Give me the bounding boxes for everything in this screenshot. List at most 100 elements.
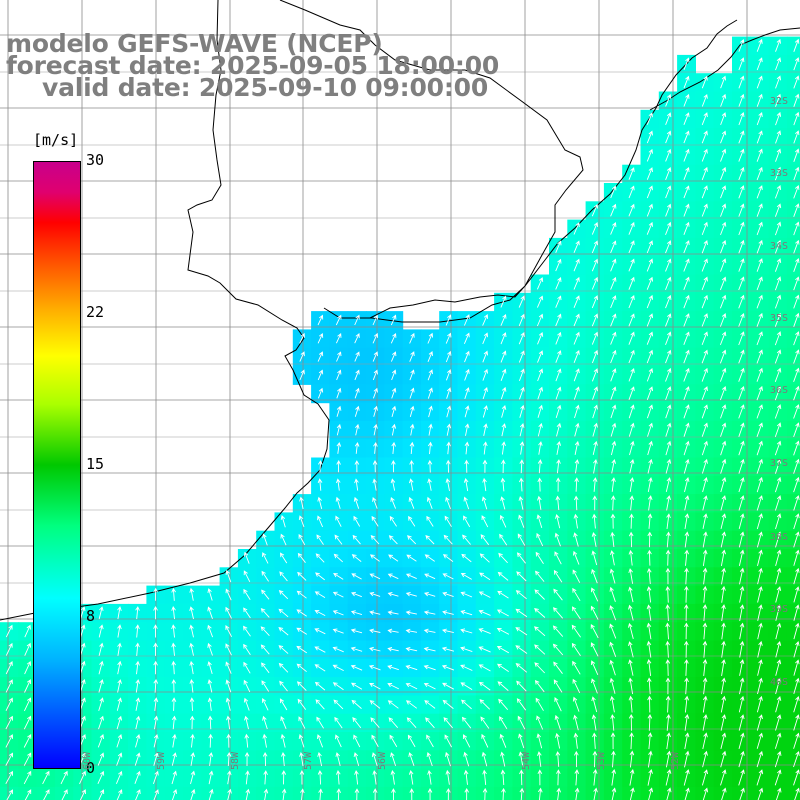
wind-arrow — [738, 458, 745, 474]
wind-arrow — [756, 513, 763, 530]
wind-arrow — [518, 350, 525, 363]
wind-arrow — [318, 460, 323, 473]
wind-arrow — [684, 549, 690, 566]
wind-arrow — [501, 459, 506, 474]
wind-arrow — [427, 351, 433, 362]
wind-arrow — [296, 627, 308, 635]
wind-arrow — [775, 549, 782, 567]
wind-arrow — [317, 314, 324, 326]
wind-arrow — [463, 332, 470, 344]
wind-arrow — [442, 699, 454, 709]
wind-arrow — [153, 715, 159, 730]
wind-arrow — [628, 368, 635, 382]
wind-arrow — [647, 695, 652, 713]
wind-arrow — [207, 715, 213, 730]
wind-arrow — [280, 716, 287, 729]
wind-arrow — [189, 587, 194, 601]
wind-arrow — [756, 276, 763, 291]
wind-arrow — [774, 422, 782, 438]
wind-arrow — [442, 554, 454, 562]
wind-arrow — [409, 459, 414, 473]
wind-arrow — [793, 714, 800, 731]
wind-arrow — [702, 476, 708, 493]
wind-arrow — [97, 770, 105, 784]
wind-arrow — [464, 459, 469, 473]
wind-arrow — [794, 787, 800, 800]
wind-arrow — [684, 604, 689, 622]
wind-arrow — [774, 258, 782, 272]
wind-arrow — [315, 572, 325, 581]
wind-arrow — [628, 276, 635, 290]
wind-arrow — [665, 640, 670, 658]
wind-arrow — [701, 130, 708, 144]
wind-arrow — [519, 404, 525, 418]
wind-arrow — [423, 664, 436, 671]
wind-arrow — [684, 640, 689, 658]
wind-arrow — [793, 385, 800, 401]
wind-arrow — [335, 496, 341, 509]
wind-arrow — [738, 440, 745, 456]
wind-arrow — [463, 515, 471, 528]
wind-arrow — [262, 715, 268, 730]
wind-arrow — [314, 664, 326, 672]
wind-arrow — [80, 606, 86, 620]
wind-arrow — [460, 664, 473, 671]
wind-arrow — [611, 458, 617, 474]
wind-arrow — [501, 441, 506, 455]
wind-cell — [786, 439, 800, 459]
wind-arrow — [554, 697, 562, 712]
wind-arrow — [629, 513, 634, 529]
wind-arrow — [665, 167, 672, 180]
wind-arrow — [135, 789, 141, 800]
wind-arrow — [719, 367, 727, 382]
wind-arrow — [665, 622, 670, 640]
wind-arrow — [756, 495, 763, 511]
wind-arrow — [701, 422, 708, 437]
wind-arrow — [278, 645, 289, 654]
wind-arrow — [555, 295, 562, 308]
wind-arrow — [518, 295, 525, 308]
wind-arrow — [646, 349, 654, 364]
lon-label-57w: 57W — [303, 751, 314, 770]
wind-arrow — [702, 604, 708, 622]
wind-arrow — [405, 682, 418, 690]
lon-label-52w: 52W — [670, 751, 681, 770]
wind-arrow — [793, 567, 800, 585]
wind-arrow — [738, 476, 745, 493]
wind-arrow — [390, 332, 397, 344]
wind-arrow — [628, 295, 635, 309]
wind-arrow — [299, 770, 305, 785]
wind-arrow — [683, 57, 690, 70]
wind-arrow — [647, 495, 653, 511]
wind-arrow — [189, 715, 195, 730]
wind-arrow — [464, 441, 470, 455]
title-model: modelo GEFS-WAVE (NCEP) — [6, 29, 383, 58]
wind-arrow — [793, 203, 800, 217]
wind-arrow — [298, 533, 306, 546]
wind-arrow — [24, 679, 32, 693]
wind-arrow — [793, 640, 800, 658]
wind-cell — [786, 347, 800, 367]
wind-arrow — [628, 549, 634, 566]
wind-cell — [732, 786, 751, 800]
wind-arrow — [793, 458, 800, 474]
wind-arrow — [665, 240, 672, 254]
wind-arrow — [5, 624, 13, 638]
wind-arrow — [683, 313, 690, 327]
wind-arrow — [189, 697, 195, 711]
wind-arrow — [738, 531, 745, 548]
wind-arrow — [97, 752, 105, 766]
wind-arrow — [519, 441, 525, 455]
wind-arrow — [774, 239, 782, 254]
wind-arrow — [243, 570, 251, 583]
wind-arrow — [333, 699, 344, 710]
wind-arrow — [333, 572, 344, 580]
wind-arrow — [464, 405, 470, 418]
wind-arrow — [756, 458, 763, 474]
wind-arrow — [556, 459, 561, 474]
wind-arrow — [774, 476, 782, 493]
wind-arrow — [738, 331, 745, 346]
wind-arrow — [647, 513, 653, 529]
wind-arrow — [481, 733, 489, 748]
wind-arrow — [153, 789, 159, 800]
